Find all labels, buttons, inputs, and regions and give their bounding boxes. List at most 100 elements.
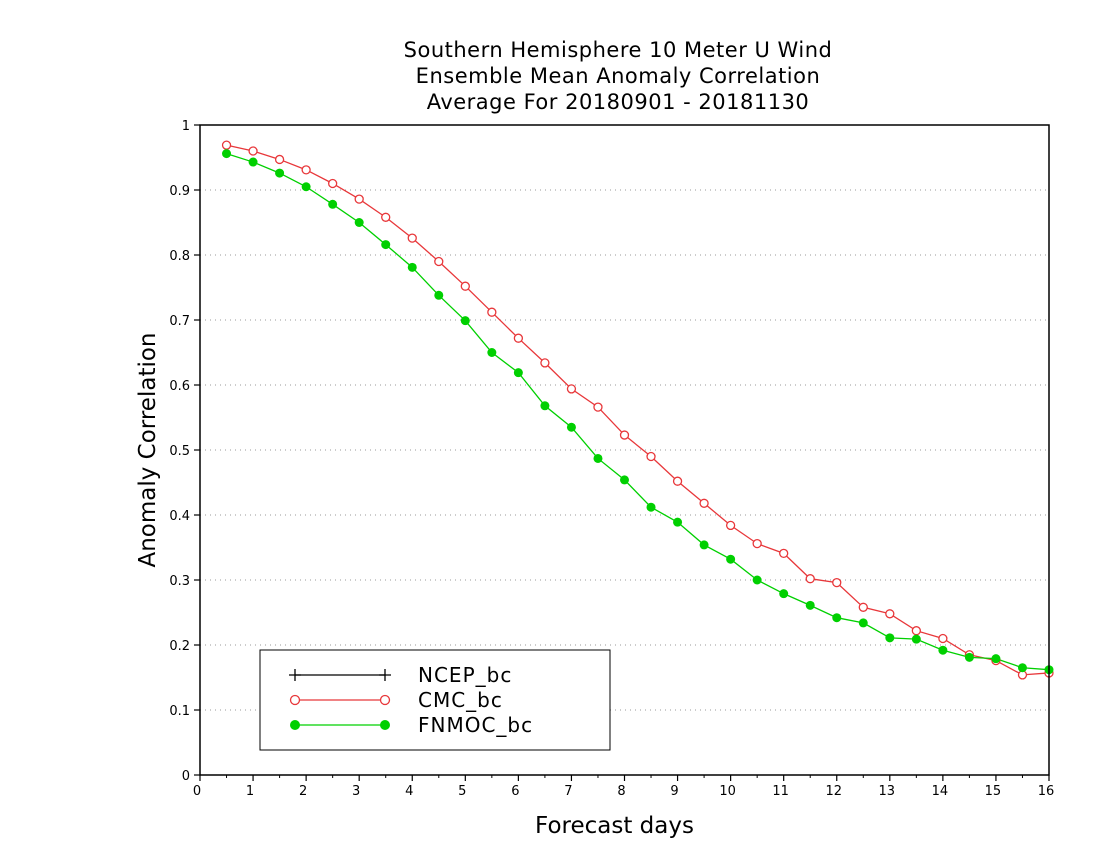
data-point-CMC_bc (725, 520, 736, 531)
data-point-CMC_bc (752, 538, 762, 549)
data-point-FNMOC_bc (911, 634, 921, 644)
data-point-FNMOC_bc (726, 554, 736, 564)
data-point-CMC_bc (619, 430, 630, 440)
axis-ticks (194, 124, 1050, 781)
x-tick-label: 3 (352, 784, 360, 799)
chart-title-line-1: Southern Hemisphere 10 Meter U Wind (403, 38, 833, 62)
x-tick-label: 0 (193, 784, 201, 799)
data-point-CMC_bc (672, 476, 683, 486)
legend-marker-CMC_bc (379, 694, 391, 706)
x-tick-label: 11 (772, 784, 789, 799)
data-point-FNMOC_bc (673, 517, 683, 527)
data-point-FNMOC_bc (858, 618, 868, 628)
data-point-FNMOC_bc (1017, 663, 1027, 673)
chart-title-line-3: Average For 20180901 - 20181130 (426, 90, 810, 114)
x-tick-label: 14 (932, 784, 949, 799)
x-tick-label: 15 (985, 784, 1002, 799)
data-point-FNMOC_bc (964, 652, 974, 662)
y-tick-label: 0.6 (169, 379, 190, 394)
data-point-FNMOC_bc (752, 575, 762, 585)
y-tick-label: 0 (182, 769, 190, 784)
series-line-CMC_bc (226, 144, 1050, 676)
y-tick-label: 0.2 (169, 639, 190, 654)
data-point-CMC_bc (221, 140, 232, 150)
x-tick-label: 16 (1038, 784, 1055, 799)
data-point-FNMOC_bc (407, 262, 417, 272)
y-tick-label: 0.9 (169, 184, 190, 199)
series-line-FNMOC_bc (226, 152, 1050, 671)
data-point-FNMOC_bc (222, 149, 232, 159)
x-tick-label: 10 (719, 784, 736, 799)
series-lines (226, 144, 1050, 676)
x-tick-label: 4 (405, 784, 413, 799)
x-tick-label: 6 (511, 784, 519, 799)
data-point-CMC_bc (911, 626, 921, 636)
data-point-CMC_bc (566, 384, 577, 394)
y-tick-label: 0.5 (169, 444, 190, 459)
data-point-CMC_bc (248, 146, 258, 156)
data-point-FNMOC_bc (646, 502, 656, 512)
data-point-FNMOC_bc (328, 199, 338, 209)
y-tick-label: 0.4 (169, 509, 190, 524)
data-point-CMC_bc (487, 307, 497, 317)
x-tick-label: 12 (825, 784, 842, 799)
legend-marker-CMC_bc (289, 694, 301, 706)
data-point-CMC_bc (434, 256, 444, 267)
data-point-FNMOC_bc (566, 422, 576, 432)
legend-label-NCEP_bc: NCEP_bc (418, 663, 512, 687)
y-tick-label: 0.1 (169, 704, 190, 719)
data-point-FNMOC_bc (381, 240, 391, 250)
y-tick-label: 0.7 (169, 314, 190, 329)
data-point-CMC_bc (328, 178, 338, 189)
data-point-FNMOC_bc (805, 600, 815, 610)
data-point-FNMOC_bc (938, 645, 948, 655)
series-points (221, 140, 1054, 680)
data-point-CMC_bc (885, 609, 895, 619)
legend-label-FNMOC_bc: FNMOC_bc (418, 713, 533, 737)
data-point-CMC_bc (646, 451, 656, 462)
legend-marker-NCEP_bc (289, 669, 301, 681)
data-point-CMC_bc (832, 577, 842, 588)
x-axis-title: Forecast days (535, 813, 694, 839)
data-point-CMC_bc (274, 154, 285, 165)
data-point-CMC_bc (805, 574, 815, 584)
data-point-FNMOC_bc (513, 368, 523, 378)
x-tick-label: 5 (458, 784, 466, 799)
axis-tick-labels: 00.10.20.30.40.50.60.70.80.910 1 2 3 4 5 6 7 8 9 1… (169, 119, 1054, 799)
x-tick-label: 7 (564, 784, 572, 799)
data-point-CMC_bc (513, 333, 524, 343)
data-point-FNMOC_bc (885, 633, 895, 643)
data-point-FNMOC_bc (487, 348, 497, 357)
data-point-CMC_bc (938, 633, 948, 644)
data-point-FNMOC_bc (354, 218, 364, 227)
data-point-FNMOC_bc (620, 475, 629, 485)
data-point-FNMOC_bc (699, 540, 709, 550)
data-point-FNMOC_bc (593, 453, 603, 463)
data-point-FNMOC_bc (248, 157, 258, 167)
data-point-CMC_bc (460, 281, 470, 291)
data-point-CMC_bc (858, 602, 868, 612)
chart-title-line-2: Ensemble Mean Anomaly Correlation (415, 64, 821, 88)
y-tick-label: 0.3 (169, 574, 190, 589)
x-tick-label: 2 (299, 784, 307, 799)
data-point-CMC_bc (407, 233, 417, 243)
legend-marker-FNMOC_bc (290, 720, 300, 730)
data-point-CMC_bc (301, 165, 311, 175)
data-point-FNMOC_bc (540, 401, 550, 411)
x-tick-label: 1 (246, 784, 254, 799)
y-axis-title: Anomaly Correlation (135, 332, 161, 567)
y-tick-label: 0.8 (169, 249, 190, 264)
data-point-CMC_bc (381, 212, 391, 222)
data-point-FNMOC_bc (301, 182, 311, 192)
legend-marker-NCEP_bc (379, 669, 391, 681)
data-point-CMC_bc (593, 402, 603, 412)
data-point-FNMOC_bc (460, 316, 470, 326)
legend-marker-FNMOC_bc (380, 720, 390, 730)
data-point-CMC_bc (779, 548, 789, 558)
x-tick-label: 9 (670, 784, 678, 799)
data-point-FNMOC_bc (779, 589, 789, 599)
data-point-FNMOC_bc (832, 613, 842, 623)
x-tick-label: 8 (617, 784, 625, 799)
